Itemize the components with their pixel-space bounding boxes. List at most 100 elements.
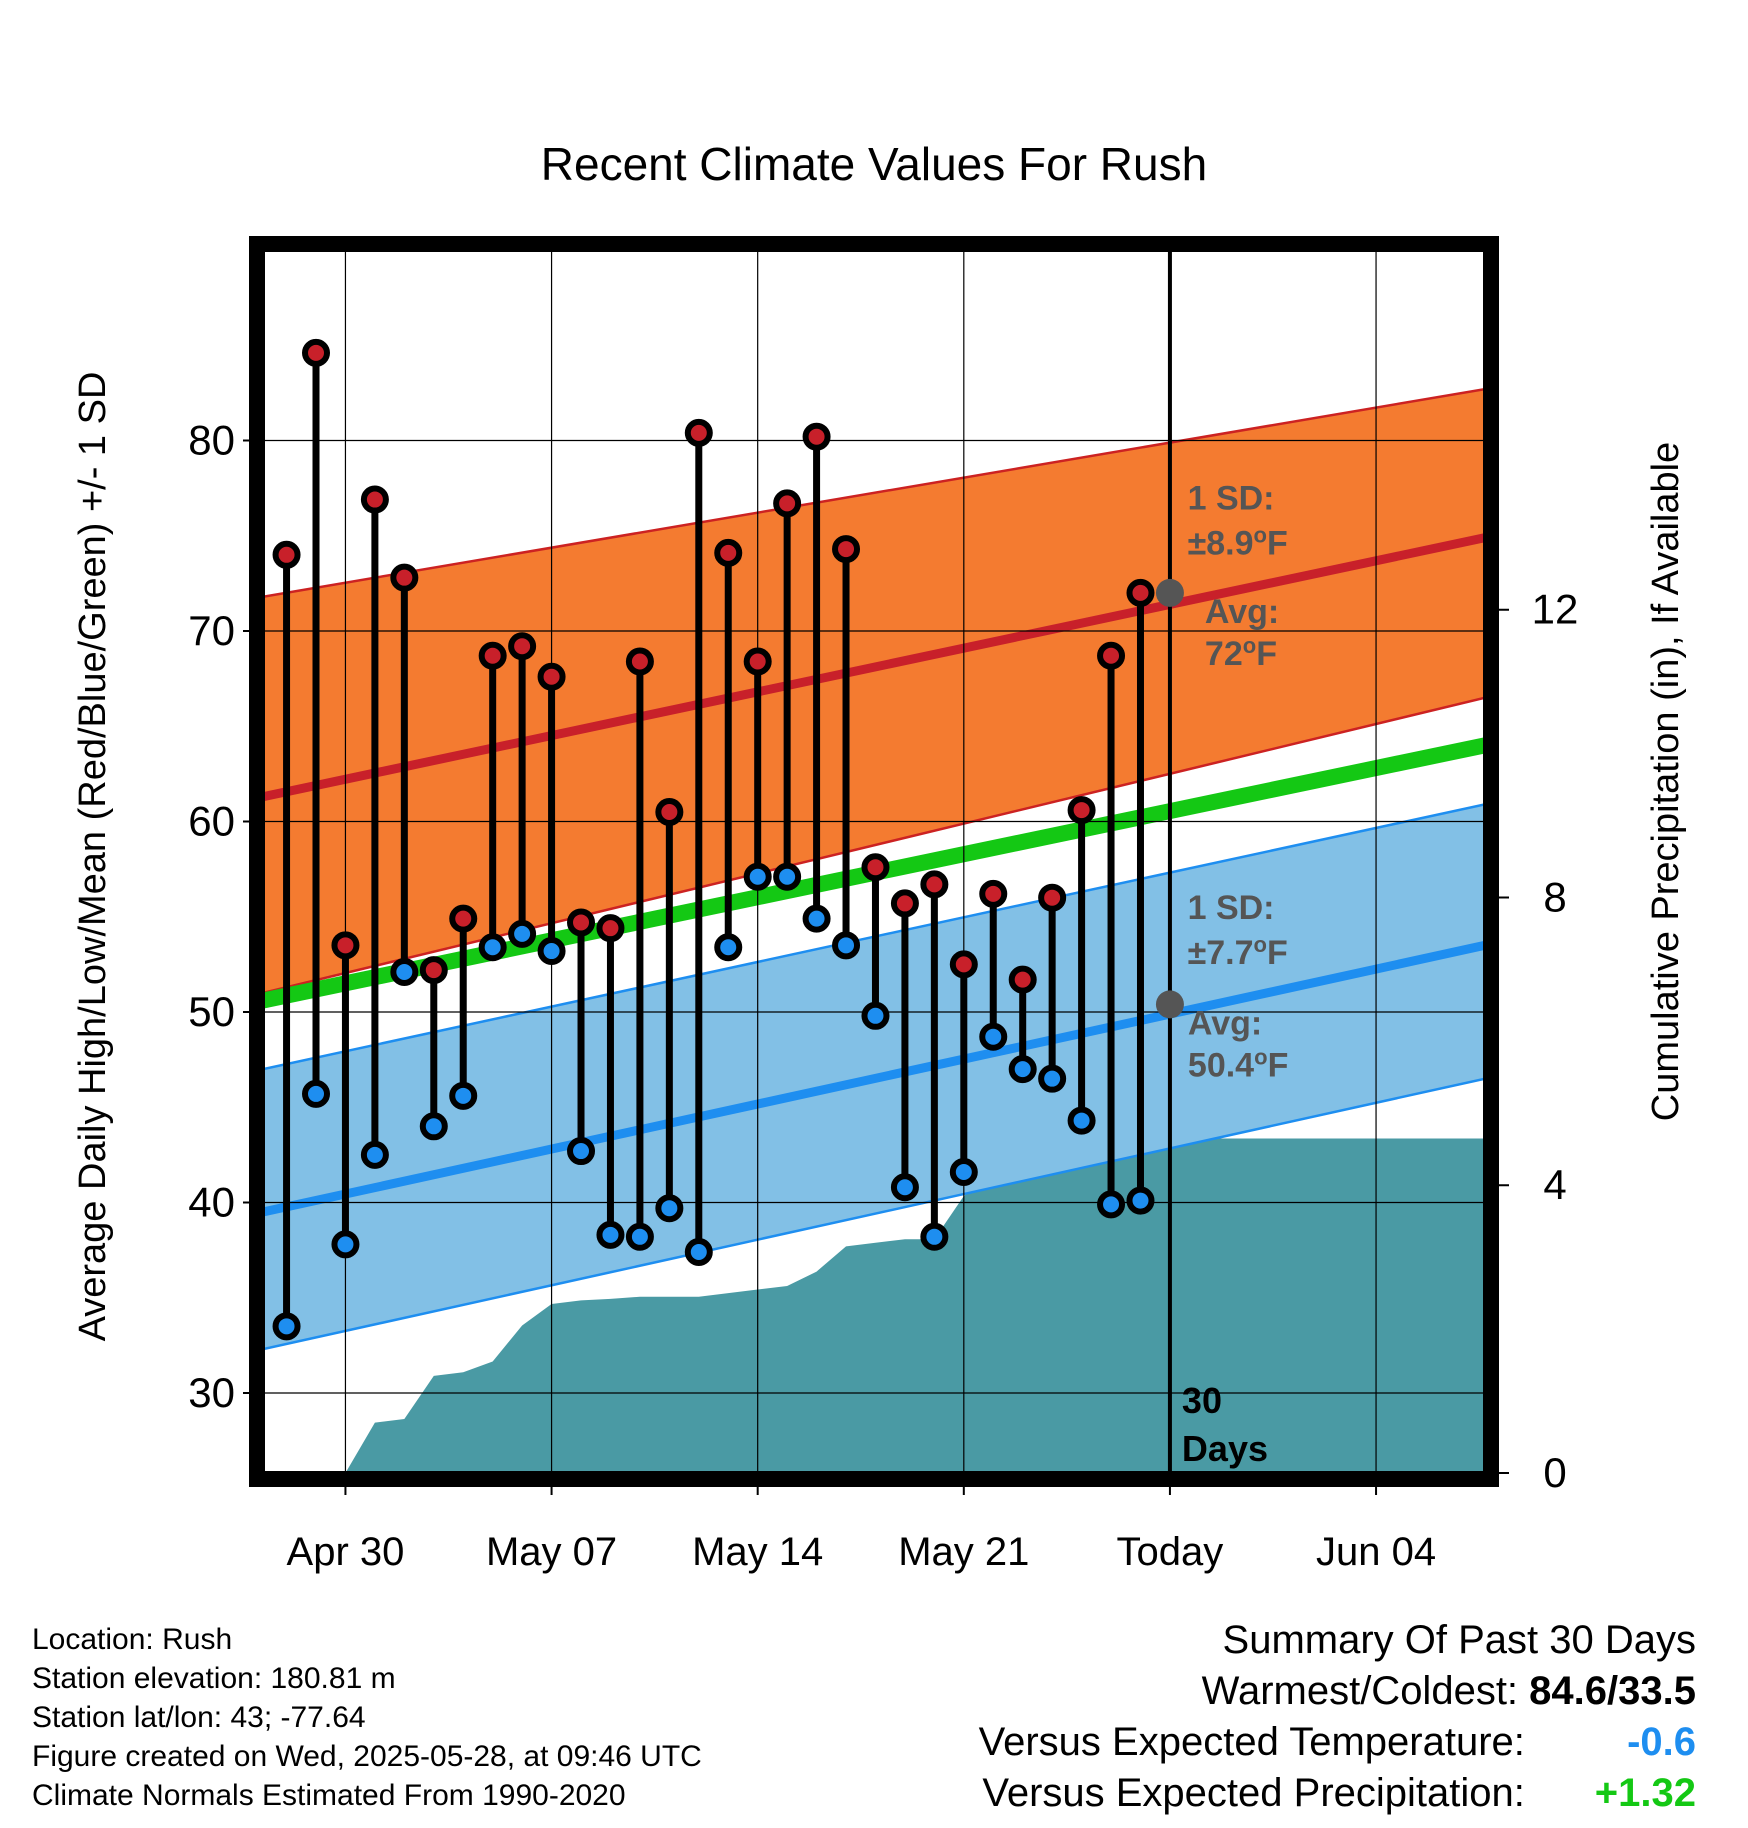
low-point-2 (331, 1230, 360, 1259)
low-point-6 (449, 1081, 478, 1110)
warm-cold-value: 84.6/33.5 (1529, 1669, 1696, 1713)
days-word-label: Days (1182, 1428, 1268, 1469)
low-point-25 (1008, 1055, 1037, 1084)
low-point-22 (920, 1222, 949, 1251)
warm-cold-label: Warmest/Coldest: (1201, 1669, 1519, 1713)
temp-value: -0.6 (1627, 1720, 1696, 1764)
low-sd-label: 1 SD: (1188, 889, 1275, 927)
low-point-21 (890, 1173, 919, 1202)
low-point-12 (625, 1222, 654, 1251)
x-tick-label-3: May 21 (898, 1530, 1029, 1574)
info-location: Location: Rush (32, 1623, 233, 1656)
low-point-23 (949, 1158, 978, 1187)
temp-label: Versus Expected Temperature: (978, 1720, 1525, 1764)
y2-axis-label: Cumulative Precipitation (in), If Availa… (1645, 442, 1687, 1121)
x-tick-label-4: Today (1117, 1530, 1224, 1574)
high-point-21 (890, 889, 919, 918)
high-point-7 (478, 641, 507, 670)
high-point-25 (1008, 965, 1037, 994)
high-point-24 (979, 879, 1008, 908)
summary-temperature: Versus Expected Temperature: -0.6 (979, 1717, 1696, 1768)
high-point-16 (743, 647, 772, 676)
low-point-19 (832, 931, 861, 960)
high-point-4 (390, 563, 419, 592)
high-point-2 (331, 931, 360, 960)
high-sd-value: ±8.9oF (1188, 522, 1288, 563)
plot-frame (249, 236, 1499, 1487)
info-latlon: Station lat/lon: 43; -77.64 (32, 1701, 366, 1734)
low-point-4 (390, 957, 419, 986)
avg-label-1: Avg: (1188, 1004, 1262, 1042)
low-point-8 (508, 919, 537, 948)
y-axis-label: Average Daily High/Low/Mean (Red/Blue/Gr… (72, 372, 114, 1342)
low-point-15 (714, 933, 743, 962)
high-point-15 (714, 538, 743, 567)
precip-value: +1.32 (1594, 1771, 1696, 1815)
y-tick-label-2: 50 (188, 988, 235, 1035)
high-point-0 (272, 540, 301, 569)
high-point-9 (537, 662, 566, 691)
x-tick-label-1: May 07 (486, 1530, 617, 1574)
high-point-6 (449, 904, 478, 933)
summary-panel: Summary Of Past 30 Days Warmest/Coldest:… (979, 1615, 1696, 1819)
y-tick-label-4: 70 (188, 607, 235, 654)
high-point-29 (1126, 578, 1155, 607)
low-point-26 (1038, 1064, 1067, 1093)
y-tick-label-0: 30 (188, 1369, 235, 1416)
low-point-16 (743, 862, 772, 891)
high-plus-sd-line (263, 387, 1485, 598)
low-point-29 (1126, 1186, 1155, 1215)
high-sd-band (263, 389, 1485, 993)
high-point-11 (596, 914, 625, 943)
low-point-11 (596, 1220, 625, 1249)
avg-value-1: 50.4oF (1188, 1044, 1288, 1085)
info-elevation: Station elevation: 180.81 m (32, 1662, 396, 1695)
normal-low-line (263, 940, 1485, 1217)
high-sd-label: 1 SD: (1188, 479, 1275, 517)
station-info: Location: Rush Station elevation: 180.81… (32, 1620, 702, 1815)
high-point-26 (1038, 883, 1067, 912)
low-point-18 (802, 904, 831, 933)
high-point-23 (949, 950, 978, 979)
low-point-28 (1097, 1190, 1126, 1219)
low-point-1 (302, 1079, 331, 1108)
high-point-14 (684, 418, 713, 447)
low-point-10 (567, 1137, 596, 1166)
high-point-5 (419, 956, 448, 985)
days-number-label: 30 (1182, 1380, 1222, 1421)
high-point-20 (861, 853, 890, 882)
high-point-18 (802, 422, 831, 451)
x-tick-label-5: Jun 04 (1316, 1530, 1436, 1574)
low-minus-sd-line (263, 1077, 1485, 1351)
y-tick-label-1: 40 (188, 1178, 235, 1225)
normal-marker-0 (1155, 578, 1184, 607)
high-point-10 (567, 908, 596, 937)
low-point-3 (360, 1140, 389, 1169)
info-normals: Climate Normals Estimated From 1990-2020 (32, 1779, 626, 1812)
high-point-22 (920, 870, 949, 899)
high-point-27 (1067, 796, 1096, 825)
y2-tick-label-2: 8 (1543, 873, 1566, 920)
low-point-14 (684, 1238, 713, 1267)
low-point-20 (861, 1001, 890, 1030)
x-tick-label-0: Apr 30 (287, 1530, 405, 1574)
y2-tick-label-1: 4 (1543, 1161, 1566, 1208)
low-point-24 (979, 1022, 1008, 1051)
high-point-12 (625, 647, 654, 676)
info-created: Figure created on Wed, 2025-05-28, at 09… (32, 1740, 702, 1773)
high-point-13 (655, 797, 684, 826)
y2-tick-label-3: 12 (1532, 586, 1579, 633)
normal-high-line (263, 533, 1485, 802)
high-point-19 (832, 535, 861, 564)
low-point-0 (272, 1312, 301, 1341)
avg-label-0: Avg: (1205, 593, 1279, 631)
y-tick-label-5: 80 (188, 416, 235, 463)
y2-tick-label-0: 0 (1543, 1449, 1566, 1496)
normal-marker-1 (1155, 990, 1184, 1019)
x-tick-label-2: May 14 (692, 1530, 823, 1574)
avg-value-0: 72oF (1205, 632, 1277, 673)
low-point-13 (655, 1194, 684, 1223)
